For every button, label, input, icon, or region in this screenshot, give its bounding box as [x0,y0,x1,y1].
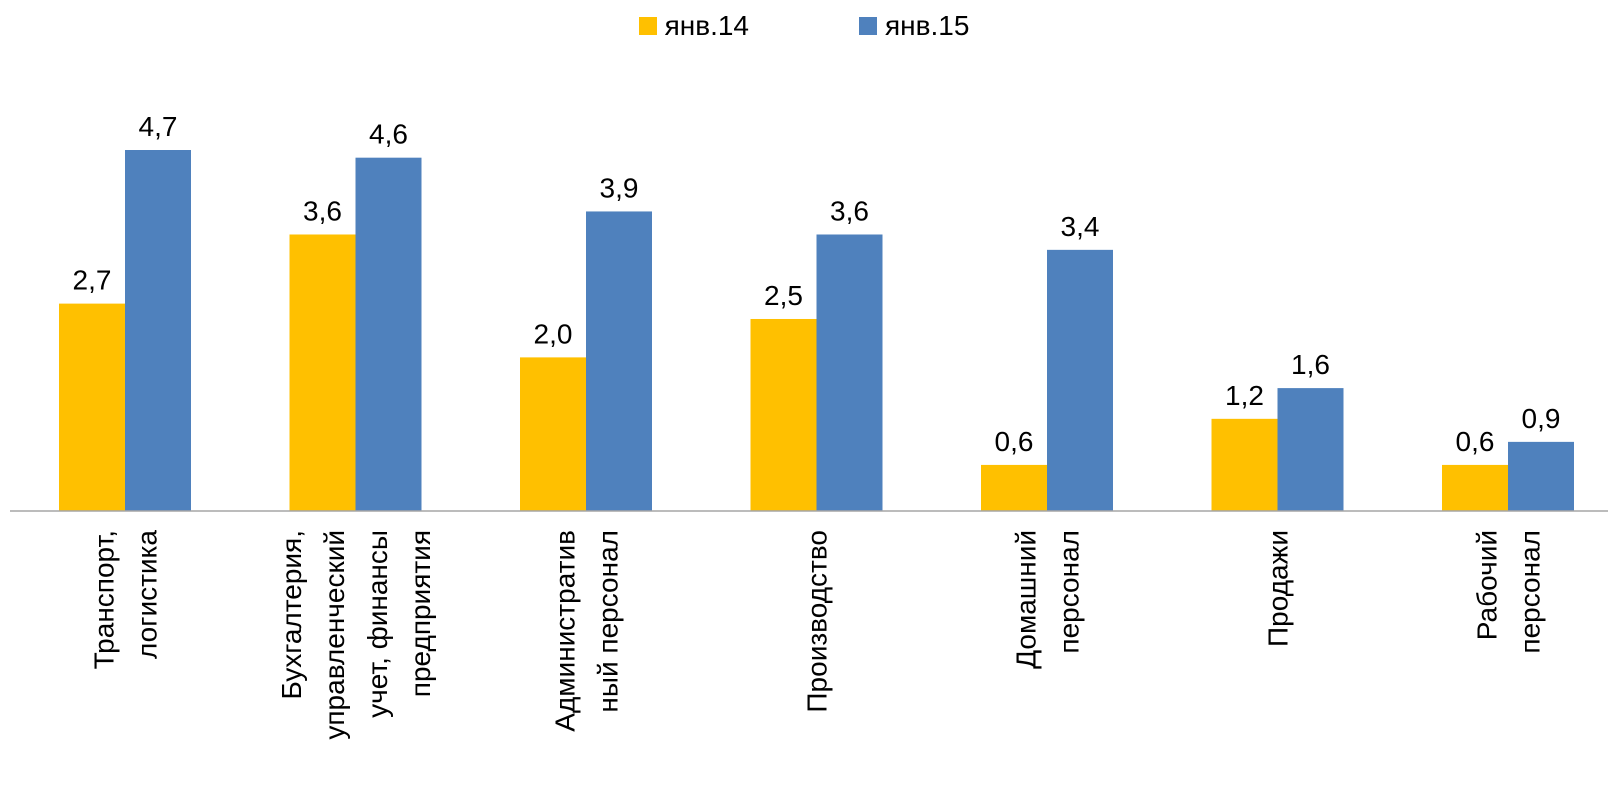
value-label-jan15-1: 4,6 [369,119,408,150]
value-label-jan14-1: 3,6 [303,195,342,226]
bar-jan14-6 [1442,464,1508,511]
value-label-jan14-6: 0,6 [1456,426,1495,457]
category-label-line: персонал [1054,530,1085,654]
bar-jan14-3 [750,318,817,511]
bar-jan15-6 [1508,441,1574,511]
bar-jan14-1 [289,234,356,511]
category-label-1: Бухгалтерия, управленческий учет, финансы п… [276,530,436,740]
value-label-jan15-6: 0,9 [1522,403,1561,434]
category-label-line: Административ [550,530,581,732]
category-label-4: Домашний персонал [1011,530,1085,669]
category-label-line: учет, финансы [362,530,393,718]
bar-jan14-4 [981,464,1047,511]
value-label-jan14-2: 2,0 [534,318,573,349]
category-label-6: Рабочий персонал [1472,530,1546,654]
category-label-line: персонал [1515,530,1546,654]
bar-jan14-5 [1211,418,1278,511]
bar-jan15-5 [1277,388,1344,511]
category-label-line: Продажи [1263,530,1294,647]
category-label-line: Рабочий [1472,530,1503,640]
value-label-jan15-0: 4,7 [139,111,178,142]
legend-swatch-jan14 [638,17,657,35]
category-label-line: Транспорт, [89,530,120,669]
category-label-line: управленческий [319,530,350,740]
bar-jan15-4 [1047,249,1113,511]
category-label-0: Транспорт, логистика [89,530,163,670]
legend-swatch-jan15 [859,17,877,35]
bar-jan15-1 [355,157,422,511]
category-label-line: ный персонал [593,530,624,713]
category-label-line: Бухгалтерия, [276,530,307,700]
category-label-3: Производство [802,530,833,713]
value-label-jan14-3: 2,5 [764,280,803,311]
bar-jan15-3 [816,234,883,511]
value-label-jan14-0: 2,7 [73,265,112,296]
value-label-jan15-2: 3,9 [600,172,639,203]
legend-label-jan14: янв.14 [664,10,749,41]
value-label-jan14-5: 1,2 [1225,380,1264,411]
legend-item-jan14: янв.14 [638,10,749,42]
category-label-line: логистика [132,530,163,659]
category-label-5: Продажи [1263,530,1294,647]
bar-jan15-0 [125,150,191,511]
value-label-jan15-4: 3,4 [1061,211,1100,242]
category-label-line: Домашний [1011,530,1042,669]
value-label-jan14-4: 0,6 [995,426,1034,457]
bar-jan15-2 [586,211,652,511]
legend-label-jan15: янв.15 [885,10,970,41]
value-label-jan15-5: 1,6 [1291,349,1330,380]
category-label-2: Административ ный персонал [550,530,624,732]
legend-item-jan15: янв.15 [859,10,969,42]
bar-jan14-0 [59,303,125,511]
bar-jan14-2 [520,357,586,511]
category-label-line: предприятия [405,530,436,697]
category-label-line: Производство [802,530,833,713]
value-label-jan15-3: 3,6 [830,195,869,226]
legend: янв.14 янв.15 [0,10,1608,42]
